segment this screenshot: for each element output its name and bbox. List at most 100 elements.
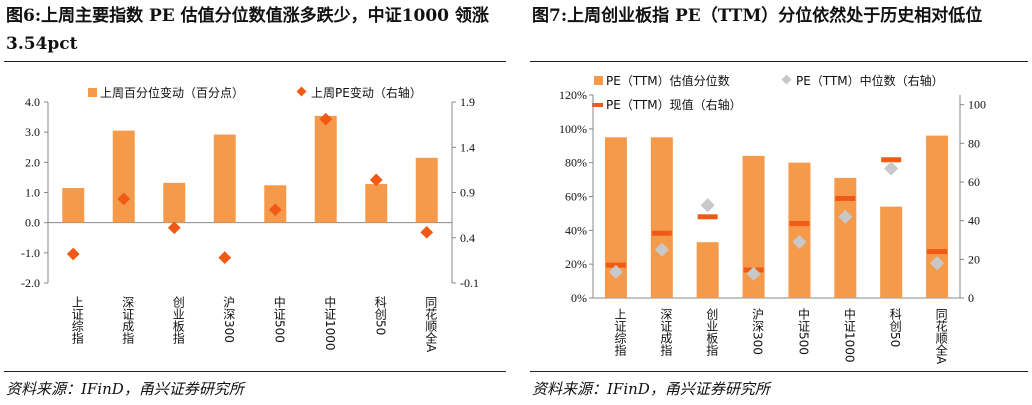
pe-change-marker	[167, 221, 181, 235]
y-tick-label: 1.0	[25, 186, 40, 200]
median-pe-marker	[700, 198, 715, 213]
pe-change-marker	[66, 247, 80, 261]
current-pe-marker	[789, 221, 810, 227]
category-label: 创业板指	[705, 308, 719, 357]
y-tick-label: -2.0	[21, 276, 40, 290]
legend-swatch-median	[781, 74, 792, 85]
current-pe-marker	[835, 195, 856, 201]
pe-change-marker	[218, 251, 232, 265]
legend-label-bar: 上周百分位变动（百分点）	[100, 85, 244, 100]
pe-change-marker	[319, 112, 333, 126]
y-tick-label: 20%	[565, 257, 587, 271]
median-pe-marker	[746, 266, 761, 281]
y-tick-label: 80%	[565, 156, 587, 170]
pe-change-marker	[420, 225, 434, 239]
chart-right: PE（TTM）估值分位数 PE（TTM）中位数（右轴） PE（TTM）现值（右轴） 1…	[559, 73, 986, 365]
source-note-right: 资料来源：IFinD，甬兴证券研究所	[532, 380, 770, 398]
category-label: 中证500	[796, 307, 810, 355]
category-label: 沪深300	[751, 308, 765, 355]
y2-tick-label: -0.1	[460, 276, 479, 290]
y-tick-label: -1.0	[21, 246, 40, 260]
category-label: 上证综指	[613, 308, 627, 357]
bar	[834, 177, 857, 298]
chart-title-right: 图7:上周创业板指 PE（TTM）分位依然处于历史相对低位	[532, 6, 983, 26]
pe-change-marker	[268, 203, 282, 217]
bar	[604, 137, 627, 298]
legend-swatch-bar	[594, 76, 603, 85]
category-label: 同花顺全A	[424, 296, 438, 353]
source-rule-left	[4, 371, 506, 372]
bar	[415, 157, 438, 223]
y2-tick-label: 0.9	[460, 186, 475, 200]
title-rule-left	[4, 61, 506, 62]
source-note-left: 资料来源：IFinD，甬兴证券研究所	[6, 380, 244, 398]
source-rule-right	[530, 371, 1028, 372]
category-label: 深证成指	[121, 296, 135, 345]
y2-tick-label: 20	[968, 252, 980, 266]
chart-title-left: 图6:上周主要指数 PE 估值分位数值涨多跌少，中证1000 领涨 3.54pc…	[6, 6, 489, 54]
chart-panel-left: 图6:上周主要指数 PE 估值分位数值涨多跌少，中证1000 领涨 3.54pc…	[0, 0, 510, 405]
category-label: 科创50	[888, 308, 902, 348]
category-label: 深证成指	[659, 308, 673, 357]
y-tick-label: 100%	[559, 122, 587, 136]
category-label: 沪深300	[222, 296, 236, 343]
bar	[696, 242, 719, 298]
median-pe-marker	[838, 209, 853, 224]
category-label: 中证1000	[842, 307, 856, 363]
pe-change-marker	[369, 173, 383, 187]
y-tick-label: 4.0	[25, 95, 40, 109]
bar	[650, 137, 673, 298]
category-label: 科创50	[373, 296, 387, 336]
bar	[163, 182, 186, 223]
legend-label-median: PE（TTM）中位数（右轴）	[796, 73, 944, 88]
bar	[880, 206, 903, 298]
y2-tick-label: 0	[968, 291, 974, 305]
bar	[365, 184, 388, 223]
y2-tick-label: 80	[968, 136, 980, 150]
bar	[112, 130, 135, 223]
bar	[314, 115, 337, 223]
y-tick-label: 40%	[565, 223, 587, 237]
bar	[788, 162, 811, 298]
y-tick-label: 120%	[559, 88, 587, 102]
y2-tick-label: 40	[968, 214, 980, 228]
y-tick-label: 2.0	[25, 155, 40, 169]
y2-tick-label: 100	[968, 98, 986, 112]
median-pe-marker	[884, 161, 899, 176]
legend-swatch-marker	[296, 86, 307, 97]
y2-tick-label: 1.4	[460, 140, 475, 154]
median-pe-marker	[608, 264, 624, 279]
y-tick-label: 0.0	[25, 216, 40, 230]
current-pe-marker	[927, 249, 948, 255]
y-tick-label: 0%	[571, 291, 587, 305]
chart-panel-right: 图7:上周创业板指 PE（TTM）分位依然处于历史相对低位 PE（TTM）估值分…	[526, 0, 1032, 405]
legend-label-marker: 上周PE变动（右轴）	[311, 85, 422, 100]
current-pe-marker	[651, 230, 672, 236]
category-label: 同花顺全A	[934, 308, 948, 365]
legend-label-current: PE（TTM）现值（右轴）	[606, 97, 742, 112]
legend-label-bar: PE（TTM）估值分位数	[606, 73, 730, 88]
title-rule-right	[530, 61, 1028, 62]
chart-left: 上周百分位变动（百分点） 上周PE变动（右轴） 4.0 3.0 2.0 1.0 0.0 -1.…	[21, 85, 479, 353]
current-pe-marker	[697, 214, 718, 220]
category-label: 中证500	[272, 295, 286, 343]
category-label: 上证综指	[70, 296, 84, 345]
bar	[213, 134, 236, 223]
y2-tick-label: 60	[968, 175, 980, 189]
category-label: 中证1000	[323, 295, 337, 351]
pe-change-marker	[117, 192, 131, 206]
median-pe-marker	[792, 234, 807, 250]
median-pe-marker	[654, 242, 669, 257]
median-pe-marker	[929, 256, 945, 271]
y2-tick-label: 0.4	[460, 231, 475, 245]
y2-tick-label: 1.9	[460, 95, 475, 109]
bar	[742, 155, 765, 298]
bar	[926, 135, 949, 298]
legend-swatch-current	[592, 103, 603, 107]
bar	[62, 187, 85, 223]
y-tick-label: 60%	[565, 190, 587, 204]
current-pe-marker	[881, 157, 902, 163]
y-tick-label: 3.0	[25, 125, 40, 139]
category-label: 创业板指	[171, 296, 185, 345]
legend-swatch-bar	[88, 88, 97, 97]
